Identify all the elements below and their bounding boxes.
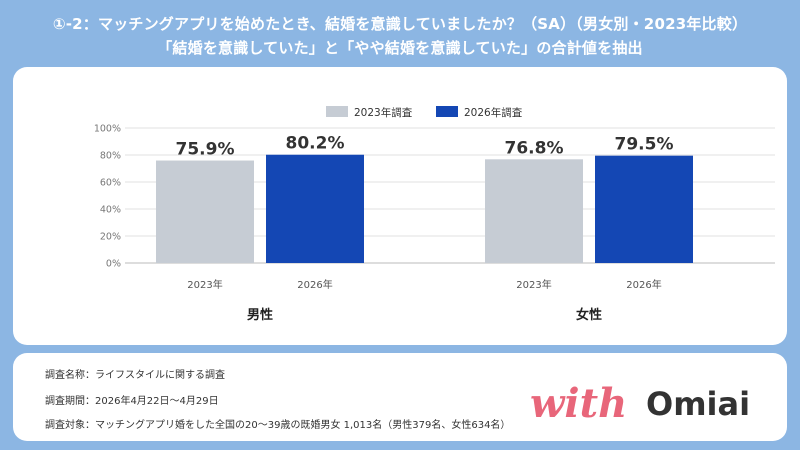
with-omiai-logo: with Omiai — [530, 380, 750, 427]
survey-period: 調査期間：2026年4月22日〜4月29日 — [45, 396, 219, 407]
group-label: 女性 — [576, 307, 602, 323]
data-label: 80.2% — [286, 134, 345, 154]
y-tick-label: 100% — [94, 124, 121, 135]
legend-swatch — [436, 106, 458, 117]
x-tick-label: 2023年 — [516, 278, 551, 291]
survey-name: 調査名称：ライフスタイルに関する調査 — [45, 370, 225, 381]
x-tick-label: 2023年 — [187, 278, 222, 291]
group-label: 男性 — [247, 307, 273, 323]
legend-swatch — [326, 106, 348, 117]
logo-with-text: with — [530, 380, 627, 427]
y-tick-label: 20% — [100, 232, 121, 243]
x-tick-label: 2026年 — [626, 278, 661, 291]
legend-entry: 2023年調査 — [354, 106, 413, 119]
data-label: 76.8% — [505, 138, 564, 158]
data-label: 79.5% — [615, 135, 674, 155]
chart-panel: 0% 20% 40% 60% 80% 100% 2023年調査 2026年調査 75.9% 202… — [13, 67, 787, 345]
y-tick-label: 40% — [100, 205, 121, 216]
bar — [156, 160, 254, 263]
title-line-2: 「結婚を意識していた」と「やや結婚を意識していた」の合計値を抽出 — [157, 39, 643, 57]
logo-omiai-text: Omiai — [646, 385, 750, 423]
survey-info-panel: 調査名称：ライフスタイルに関する調査 調査期間：2026年4月22日〜4月29日… — [13, 353, 787, 441]
x-tick-label: 2026年 — [297, 278, 332, 291]
bar — [485, 159, 583, 263]
legend-entry: 2026年調査 — [464, 106, 523, 119]
title-line-1: ①-2：マッチングアプリを始めたとき、結婚を意識していましたか？（SA）（男女別… — [52, 15, 748, 33]
y-tick-label: 60% — [100, 178, 121, 189]
data-label: 75.9% — [176, 140, 235, 160]
y-tick-label: 80% — [100, 151, 121, 162]
survey-target: 調査対象：マッチングアプリ婚をした全国の20〜39歳の既婚男女 1,013名（男… — [45, 420, 511, 431]
bar — [595, 155, 693, 263]
bar — [266, 154, 364, 263]
bar-chart: 0% 20% 40% 60% 80% 100% 2023年調査 2026年調査 75.9% 202… — [94, 106, 775, 323]
y-tick-label: 0% — [106, 259, 121, 270]
